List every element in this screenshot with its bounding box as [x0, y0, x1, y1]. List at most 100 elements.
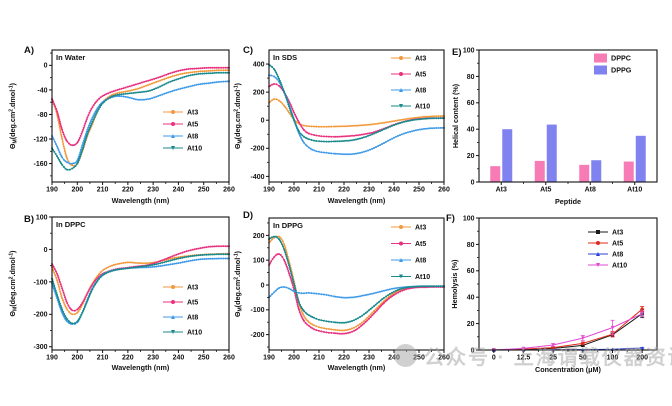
x-tick-label: 190: [263, 187, 275, 194]
x-tick-label: 240: [173, 355, 185, 362]
panel-D-legend: At3 At5 At8 At10: [391, 225, 430, 281]
x-tick-label: 230: [363, 187, 375, 194]
x-tick-label: At10: [627, 187, 642, 194]
x-tick-label: 200: [288, 187, 300, 194]
series-At3: [51, 252, 230, 316]
y-tick-label: 0: [261, 282, 265, 289]
panel-letter: C): [243, 45, 253, 56]
series-At5: [268, 253, 445, 335]
y-tick-label: 20: [467, 321, 475, 328]
panel-B-axes: 190 200 210 220 230 240 250 260 100 0 -100 -200 -300: [33, 214, 234, 361]
legend-swatch-DPPG: [594, 65, 607, 75]
series-At10: [51, 253, 230, 325]
legend-label: At10: [415, 104, 430, 111]
panel-letter: A): [24, 45, 34, 56]
legend-label: At10: [612, 263, 627, 270]
legend-label: At3: [187, 110, 198, 117]
y-tick-label: -80: [37, 112, 47, 119]
panel-C-legend: At3 At5 At8 At10: [391, 56, 430, 111]
x-tick-label: 200: [71, 355, 83, 362]
x-tick-label: 260: [438, 355, 450, 362]
x-axis-title: Wavelength (nm): [328, 196, 386, 205]
y-axis-title: ΘM(deg.cm2.dmol-1): [8, 82, 19, 149]
y-tick-label: 60: [467, 268, 475, 275]
y-tick-label: 200: [253, 90, 265, 97]
legend-label: DPPG: [611, 66, 632, 75]
legend-label: At5: [187, 300, 198, 307]
legend-label: At5: [415, 241, 426, 248]
x-axis-title: Wavelength (nm): [112, 196, 170, 205]
legend-label: At10: [187, 330, 202, 337]
panel-D-series: [268, 235, 445, 335]
bar-At10-DPPG: [635, 135, 646, 182]
y-axis-title: Helical content (%): [451, 83, 460, 148]
panel-letter: B): [24, 214, 34, 225]
x-tick-label: 250: [413, 355, 425, 362]
y-tick-label: -40: [37, 87, 47, 94]
legend-label: At8: [415, 258, 426, 265]
x-tick-label: 260: [223, 187, 235, 194]
y-tick-label: 0: [471, 347, 475, 354]
bar-At10-DPPC: [623, 161, 634, 182]
y-tick-label: -160: [33, 161, 47, 168]
x-tick-label: 250: [198, 355, 210, 362]
panel-B-legend: At3 At5 At8 At10: [163, 285, 202, 337]
y-tick-label: 20: [467, 153, 475, 160]
x-tick-label: 250: [413, 187, 425, 194]
panel-C-axes: 190 200 210 220 230 240 250 260 400 200 0 -200 -400: [250, 61, 449, 193]
x-tick-label: 220: [122, 187, 134, 194]
legend-label: At5: [612, 241, 623, 248]
x-tick-label: 230: [147, 187, 159, 194]
x-tick-label: 210: [97, 187, 109, 194]
y-tick-label: 100: [36, 214, 48, 221]
y-tick-label: -200: [250, 332, 264, 339]
panel-letter: D): [243, 210, 253, 221]
y-tick-label: 40: [467, 127, 475, 134]
legend-label: At5: [187, 122, 198, 129]
x-tick-label: 200: [288, 355, 300, 362]
panel-B-series: [51, 245, 230, 325]
x-tick-label: 200: [636, 355, 648, 362]
x-tick-label: 220: [122, 355, 134, 362]
legend-label: At5: [415, 72, 426, 79]
x-tick-label: 190: [263, 355, 275, 362]
legend-label: At8: [187, 134, 198, 141]
x-axis-title: Peptide: [555, 197, 581, 206]
y-axis-title: Hemolysis (%): [450, 259, 459, 309]
x-tick-label: At5: [540, 187, 551, 194]
y-tick-label: 80: [467, 242, 475, 249]
x-tick-label: 12.5: [517, 355, 531, 362]
panel-title: In DPPC: [56, 220, 86, 229]
legend-label: At3: [612, 230, 623, 237]
y-axis-title: ΘM(deg.cm2.dmol-1): [8, 250, 19, 317]
legend-label: At3: [187, 285, 198, 292]
legend-label: At8: [612, 252, 623, 259]
x-tick-label: 200: [71, 187, 83, 194]
legend-label: DPPC: [611, 54, 631, 63]
y-tick-label: 0: [44, 63, 48, 70]
series-At8: [51, 257, 230, 325]
y-tick-label: 60: [467, 100, 475, 107]
legend-label: At3: [415, 225, 426, 232]
series-At5: [51, 66, 230, 147]
panel-E-series: [490, 124, 646, 182]
legend-label: At8: [415, 88, 426, 95]
x-tick-label: 260: [223, 355, 235, 362]
y-tick-label: 0: [44, 247, 48, 254]
x-tick-label: At3: [496, 187, 507, 194]
panel-F-axes: 0 12.5 25 50 100 200 0 20 40 60 80 100: [463, 215, 648, 361]
panel-E-legend: DPPC DPPG: [594, 53, 632, 75]
panel-title: In Water: [56, 53, 85, 62]
x-tick-label: 210: [313, 187, 325, 194]
x-tick-label: 25: [549, 355, 557, 362]
x-axis-title: Wavelength (nm): [328, 363, 386, 372]
panel-F-series: [492, 306, 645, 352]
y-tick-label: 100: [463, 215, 475, 222]
x-tick-label: 260: [438, 187, 450, 194]
x-axis-title: Concentration (μM): [535, 365, 601, 374]
legend-label: At8: [187, 315, 198, 322]
x-tick-label: 210: [313, 355, 325, 362]
y-tick-label: 400: [253, 61, 265, 68]
